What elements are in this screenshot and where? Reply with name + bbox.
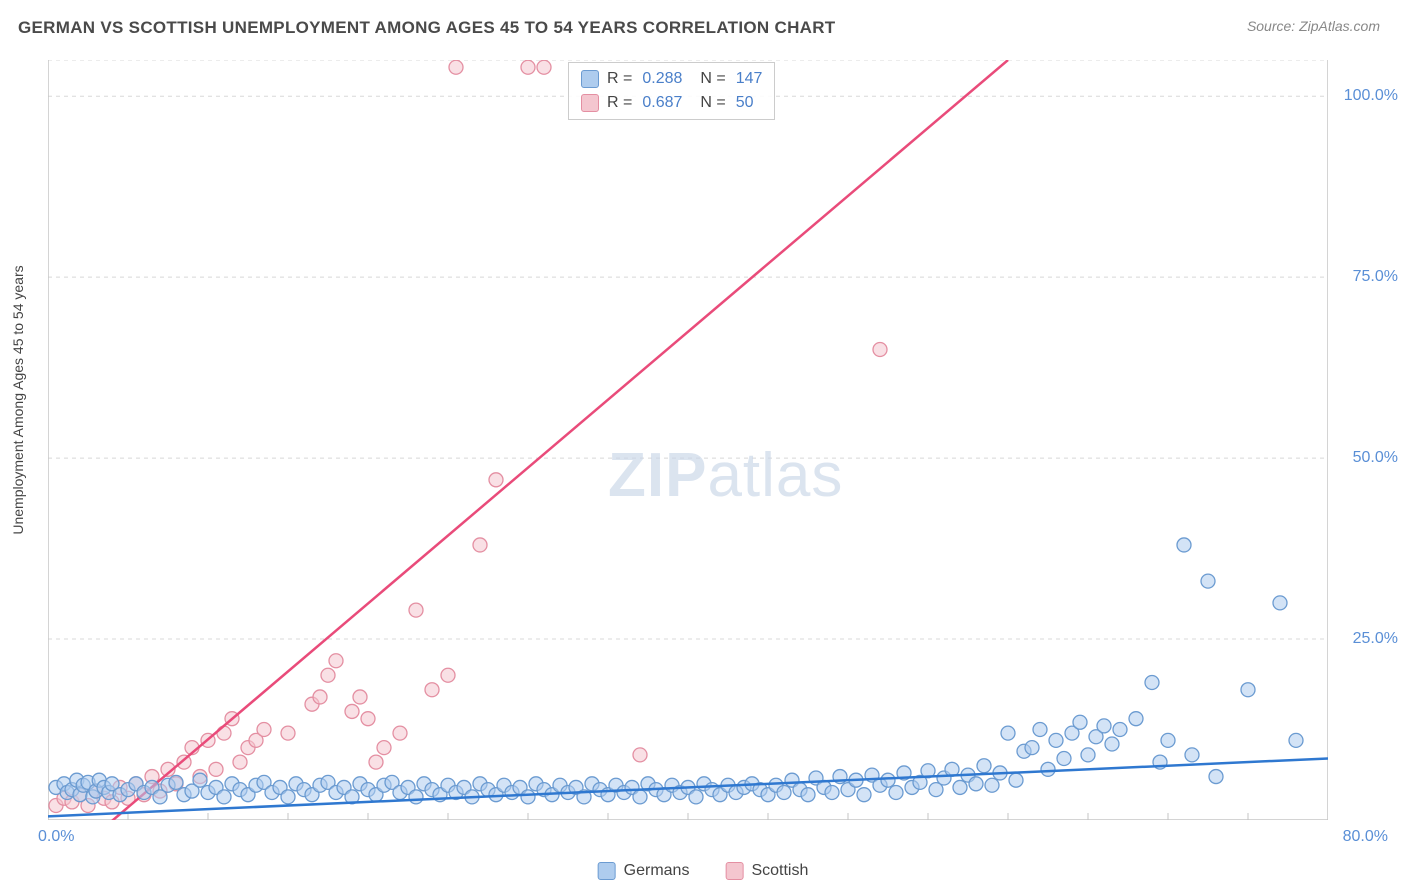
- y-tick-label: 25.0%: [1353, 630, 1398, 648]
- x-axis-min-label: 0.0%: [38, 828, 74, 846]
- scottish-swatch-icon: [581, 94, 599, 112]
- y-tick-label: 50.0%: [1353, 449, 1398, 467]
- scottish-label: Scottish: [751, 862, 808, 880]
- y-tick-label: 100.0%: [1344, 87, 1398, 105]
- scatter-plot: [48, 60, 1328, 820]
- scottish-r: 0.687: [642, 91, 682, 115]
- germans-legend-swatch-icon: [598, 862, 616, 880]
- x-axis-max-label: 80.0%: [1343, 828, 1388, 846]
- header: GERMAN VS SCOTTISH UNEMPLOYMENT AMONG AG…: [0, 0, 1406, 46]
- source-attribution: Source: ZipAtlas.com: [1247, 18, 1380, 34]
- scottish-legend-swatch-icon: [725, 862, 743, 880]
- y-tick-label: 75.0%: [1353, 268, 1398, 286]
- stats-row-germans: R = 0.288 N = 147: [581, 67, 762, 91]
- chart-title: GERMAN VS SCOTTISH UNEMPLOYMENT AMONG AG…: [18, 18, 835, 38]
- chart-area: R = 0.288 N = 147 R = 0.687 N = 50 ZIPat…: [48, 60, 1328, 820]
- stats-legend: R = 0.288 N = 147 R = 0.687 N = 50: [568, 62, 775, 120]
- germans-label: Germans: [624, 862, 690, 880]
- stats-row-scottish: R = 0.687 N = 50: [581, 91, 762, 115]
- legend-item-scottish: Scottish: [725, 862, 808, 880]
- scottish-n: 50: [736, 91, 754, 115]
- series-legend: Germans Scottish: [598, 862, 809, 880]
- germans-n: 147: [736, 67, 763, 91]
- legend-item-germans: Germans: [598, 862, 690, 880]
- germans-swatch-icon: [581, 70, 599, 88]
- germans-r: 0.288: [642, 67, 682, 91]
- y-axis-label: Unemployment Among Ages 45 to 54 years: [10, 265, 26, 534]
